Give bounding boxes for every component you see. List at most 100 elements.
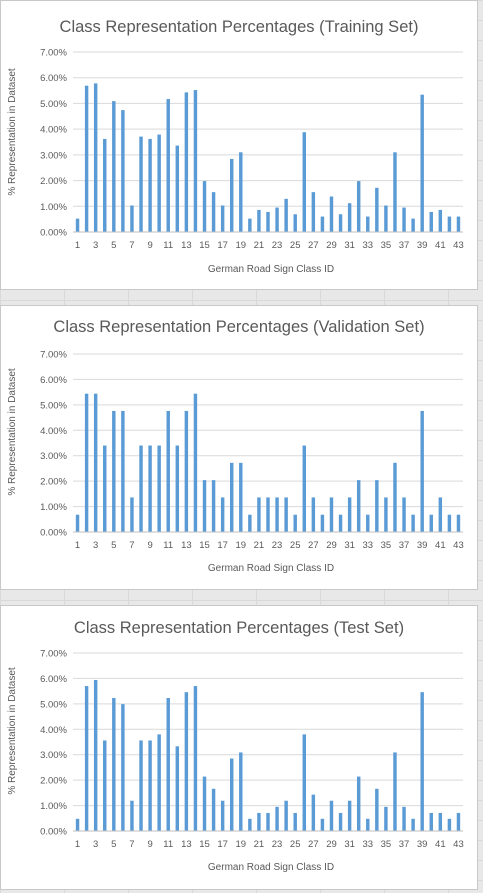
bar-class-36[interactable]	[393, 462, 397, 532]
bar-class-39[interactable]	[420, 94, 424, 232]
bar-class-12[interactable]	[175, 145, 180, 232]
test-set-chart[interactable]: Class Representation Percentages (Test S…	[0, 605, 478, 890]
bar-class-42[interactable]	[447, 818, 452, 831]
bar-class-5[interactable]	[112, 101, 116, 232]
bar-class-37[interactable]	[402, 497, 406, 532]
bar-class-24[interactable]	[284, 198, 288, 232]
bar-class-4[interactable]	[103, 138, 107, 232]
bar-class-26[interactable]	[302, 445, 307, 532]
bar-class-21[interactable]	[257, 497, 261, 532]
bar-class-28[interactable]	[320, 818, 325, 831]
bar-class-38[interactable]	[411, 514, 415, 532]
bar-class-34[interactable]	[375, 187, 379, 232]
bar-class-18[interactable]	[229, 158, 234, 232]
bar-class-42[interactable]	[447, 216, 452, 232]
bar-class-2[interactable]	[84, 85, 89, 232]
bar-class-5[interactable]	[112, 410, 116, 532]
bar-class-29[interactable]	[329, 497, 334, 532]
bar-class-39[interactable]	[420, 692, 424, 831]
bar-class-23[interactable]	[275, 207, 279, 232]
bar-class-17[interactable]	[220, 497, 225, 532]
bar-class-8[interactable]	[139, 740, 143, 831]
bar-class-30[interactable]	[338, 514, 343, 532]
bar-class-17[interactable]	[220, 800, 225, 831]
bar-class-11[interactable]	[166, 698, 170, 831]
bar-class-10[interactable]	[157, 134, 161, 232]
bar-class-19[interactable]	[239, 152, 243, 232]
bar-class-10[interactable]	[157, 734, 161, 831]
bar-class-2[interactable]	[84, 686, 89, 831]
bar-class-15[interactable]	[202, 181, 207, 232]
bar-class-40[interactable]	[429, 812, 433, 831]
bar-class-11[interactable]	[166, 99, 170, 232]
bar-class-42[interactable]	[447, 514, 452, 532]
bar-class-34[interactable]	[375, 788, 379, 831]
bar-class-3[interactable]	[93, 83, 98, 232]
bar-class-8[interactable]	[139, 445, 143, 532]
bar-class-10[interactable]	[157, 445, 161, 532]
bar-class-14[interactable]	[193, 686, 198, 831]
bar-class-18[interactable]	[229, 758, 234, 831]
bar-class-37[interactable]	[402, 207, 406, 232]
bar-class-15[interactable]	[202, 480, 207, 532]
bar-class-1[interactable]	[75, 514, 80, 532]
bar-class-20[interactable]	[248, 218, 252, 232]
bar-class-38[interactable]	[411, 218, 415, 232]
bar-class-13[interactable]	[184, 92, 189, 232]
bar-class-36[interactable]	[393, 152, 397, 232]
bar-class-9[interactable]	[148, 138, 152, 232]
bar-class-34[interactable]	[375, 480, 379, 532]
bar-class-28[interactable]	[320, 514, 325, 532]
bar-class-7[interactable]	[130, 497, 134, 532]
bar-class-40[interactable]	[429, 514, 433, 532]
bar-class-13[interactable]	[184, 692, 189, 831]
bar-class-27[interactable]	[311, 794, 316, 831]
bar-class-9[interactable]	[148, 445, 152, 532]
bar-class-32[interactable]	[356, 776, 361, 831]
bar-class-36[interactable]	[393, 752, 397, 831]
bar-class-26[interactable]	[302, 132, 307, 232]
bar-class-41[interactable]	[438, 209, 443, 232]
bar-class-11[interactable]	[166, 410, 170, 532]
bar-class-19[interactable]	[239, 462, 243, 532]
bar-class-21[interactable]	[257, 209, 261, 232]
bar-class-16[interactable]	[211, 192, 216, 232]
bar-class-40[interactable]	[429, 211, 433, 232]
bar-class-43[interactable]	[456, 216, 461, 232]
validation-set-chart[interactable]: Class Representation Percentages (Valida…	[0, 305, 478, 590]
bar-class-27[interactable]	[311, 192, 316, 232]
bar-class-22[interactable]	[266, 812, 270, 831]
bar-class-16[interactable]	[211, 480, 216, 532]
bar-class-31[interactable]	[347, 203, 352, 232]
bar-class-9[interactable]	[148, 740, 152, 831]
bar-class-6[interactable]	[121, 704, 125, 831]
bar-class-32[interactable]	[356, 181, 361, 232]
bar-class-20[interactable]	[248, 818, 252, 831]
bar-class-35[interactable]	[384, 497, 388, 532]
bar-class-17[interactable]	[220, 205, 225, 232]
bar-class-31[interactable]	[347, 497, 352, 532]
bar-class-35[interactable]	[384, 806, 388, 831]
bar-class-24[interactable]	[284, 497, 288, 532]
bar-class-38[interactable]	[411, 818, 415, 831]
bar-class-3[interactable]	[93, 393, 98, 532]
bar-class-29[interactable]	[329, 800, 334, 831]
bar-class-14[interactable]	[193, 393, 198, 532]
bar-class-8[interactable]	[139, 136, 143, 232]
bar-class-29[interactable]	[329, 196, 334, 232]
bar-class-19[interactable]	[239, 752, 243, 831]
bar-class-20[interactable]	[248, 514, 252, 532]
bar-class-6[interactable]	[121, 410, 125, 532]
bar-class-1[interactable]	[75, 218, 80, 232]
bar-class-14[interactable]	[193, 90, 198, 232]
bar-class-35[interactable]	[384, 205, 388, 232]
bar-class-16[interactable]	[211, 788, 216, 831]
bar-class-32[interactable]	[356, 480, 361, 532]
bar-class-33[interactable]	[366, 216, 370, 232]
bar-class-39[interactable]	[420, 410, 424, 532]
bar-class-41[interactable]	[438, 497, 443, 532]
bar-class-28[interactable]	[320, 216, 325, 232]
bar-class-7[interactable]	[130, 800, 134, 831]
bar-class-43[interactable]	[456, 514, 461, 532]
bar-class-6[interactable]	[121, 110, 125, 232]
